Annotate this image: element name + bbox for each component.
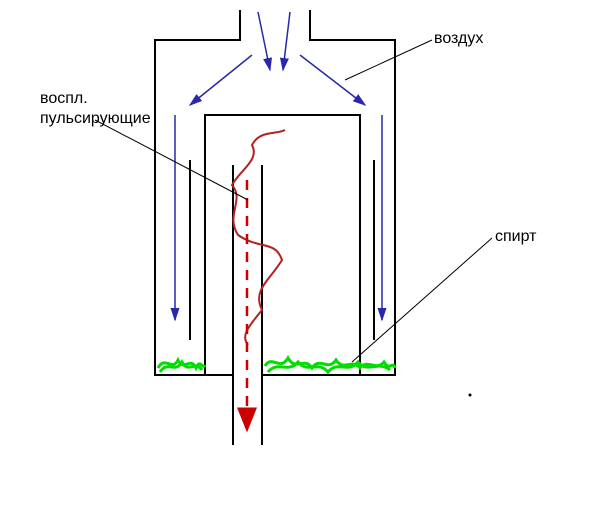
air-arrow-top-left <box>190 55 252 105</box>
inner-chamber <box>205 115 360 375</box>
air-arrow-top-right <box>300 55 365 105</box>
leader-air <box>345 40 432 80</box>
air-arrow-neck-1 <box>258 12 270 70</box>
label-ignition-1: воспл. <box>40 90 88 108</box>
leader-ignition <box>95 120 248 200</box>
air-arrow-neck-2 <box>283 12 290 70</box>
burner-diagram <box>0 0 592 528</box>
label-air: воздух <box>434 30 483 48</box>
dot <box>469 394 472 397</box>
label-alcohol: спирт <box>495 228 536 246</box>
label-ignition-2: пульсирующие <box>40 110 151 128</box>
flame-squiggle <box>232 130 285 345</box>
fuel-left <box>158 360 205 372</box>
fuel-right <box>265 358 395 372</box>
